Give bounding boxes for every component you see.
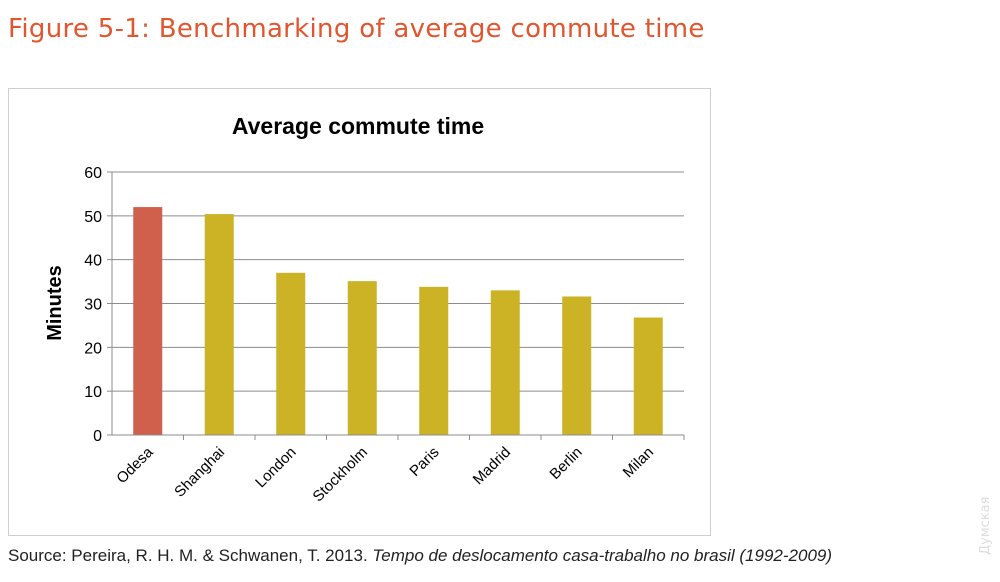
chart-title: Average commute time — [232, 113, 484, 139]
y-tick-label: 20 — [84, 340, 102, 357]
bar-milan — [633, 317, 663, 435]
watermark: Думская — [978, 496, 993, 555]
bar-chart: Average commute time Minutes 0 10 20 30 40 50 60… — [44, 113, 685, 506]
y-tick-label: 50 — [84, 209, 102, 226]
bar-shanghai — [204, 214, 234, 435]
bar-odesa — [133, 207, 163, 435]
y-axis-label: Minutes — [44, 265, 66, 341]
x-tick-label: Odesa — [113, 443, 157, 487]
source-citation: Source: Pereira, R. H. M. & Schwanen, T.… — [8, 546, 832, 566]
y-tick-label: 10 — [84, 384, 102, 401]
y-tick-label: 0 — [93, 428, 102, 445]
chart-frame: Average commute time Minutes 0 10 20 30 40 50 60… — [8, 88, 711, 536]
bar-paris — [419, 286, 449, 435]
x-tick-label: Madrid — [470, 444, 514, 488]
source-text: Source: Pereira, R. H. M. & Schwanen, T.… — [8, 546, 373, 565]
bar-berlin — [562, 296, 592, 435]
figure-title: Figure 5-1: Benchmarking of average comm… — [8, 14, 705, 44]
y-tick-label: 30 — [84, 297, 102, 314]
source-title: Tempo de deslocamento casa-trabalho no b… — [372, 546, 833, 565]
y-tick-label: 40 — [84, 253, 102, 270]
x-tick-label: London — [252, 444, 299, 491]
bar-london — [276, 272, 306, 435]
x-tick-label: Berlin — [546, 444, 585, 483]
bar-madrid — [490, 290, 520, 435]
x-tick-label: Stockholm — [310, 444, 372, 506]
bar-stockholm — [347, 281, 377, 435]
y-tick-label: 60 — [84, 165, 102, 182]
x-tick-label: Paris — [406, 444, 442, 480]
x-tick-label: Milan — [620, 444, 657, 481]
x-tick-label: Shanghai — [171, 444, 228, 501]
